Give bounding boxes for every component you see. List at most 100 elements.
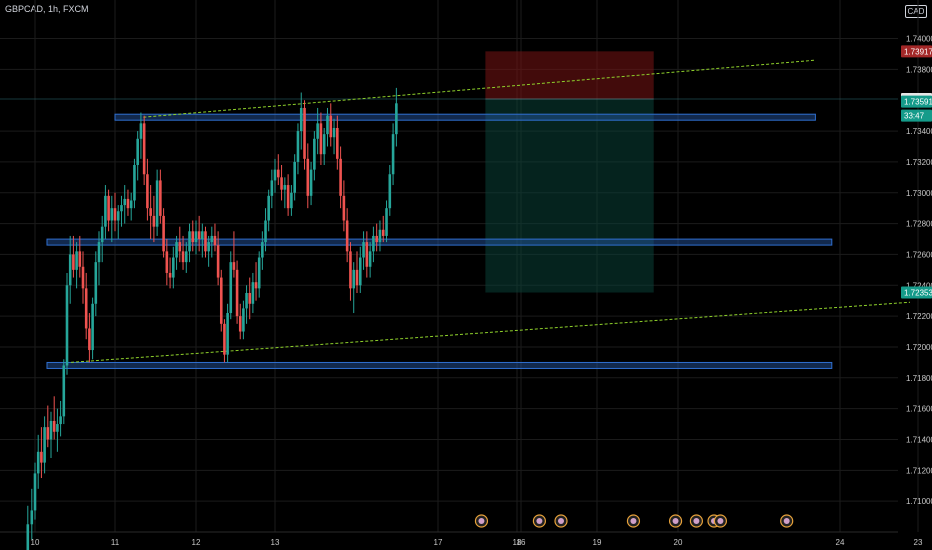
time-tick-label: 19 [593,538,602,547]
candle-body [78,251,82,267]
channel-lines[interactable] [70,59,911,363]
candle-body [388,174,392,209]
candle-body [52,420,56,432]
price-label: 33:47 [904,112,925,121]
time-axis[interactable]: 10 11 12 13 16 17 18 19 20 23 24 [31,538,923,547]
candle-body [372,235,375,252]
economic-event-flag-icon [630,518,637,524]
channel-line[interactable] [70,301,911,363]
price-tick-label: 1.71600 [906,405,932,414]
candle-body [68,254,72,286]
candle-body [191,231,195,243]
candle-body [207,242,210,252]
candle-body [178,242,182,252]
time-tick-label: 20 [674,538,683,547]
candle-body [355,269,359,286]
candle-body [245,292,248,309]
candle-body [286,185,290,209]
candle-body [123,198,127,206]
candle-body [299,107,303,132]
candle-body [296,131,300,162]
price-axis[interactable]: 1.74000 1.73800 1.73400 1.73200 1.73000 1.728… [901,35,932,507]
time-tick-label: 17 [434,538,443,547]
candle-body [316,123,319,139]
event-markers[interactable] [474,514,794,528]
time-tick-label: 24 [836,538,845,547]
candle-body [326,115,329,135]
price-tick-label: 1.72600 [906,250,932,259]
candle-body [280,177,283,190]
candle-body [201,231,204,240]
candle-body [184,251,188,263]
candle-body [62,365,66,417]
candle-body [290,192,293,209]
candle-body [264,220,267,243]
candle-body [257,257,261,289]
candle-body [49,420,53,440]
candle-body [345,220,349,252]
candle-body [100,226,104,243]
candle-body [43,427,46,463]
candle-body [33,473,37,511]
candle-body [329,115,333,138]
candle-body [40,451,43,463]
candle-body [104,195,107,227]
candle-body [313,138,316,170]
time-tick-label: 18 [513,538,522,547]
candle-body [339,158,342,196]
candle-body [232,262,236,270]
sr-zone[interactable] [46,238,833,246]
price-label: 1.73591 [904,98,932,107]
candle-body [146,174,149,209]
candle-body [162,215,165,252]
candle-body [283,185,287,190]
candle-body [75,251,78,270]
candle-body [165,251,169,273]
candle-body [129,200,133,209]
candle-body [175,242,178,258]
price-label-bg [901,286,932,299]
candle-body [242,308,245,332]
candle-body [336,127,339,159]
time-tick-label: 10 [31,538,40,547]
price-tick-label: 1.73200 [906,158,932,167]
currency-badge[interactable]: CAD [905,5,927,18]
time-tick-label: 12 [192,538,201,547]
candles [26,87,398,550]
candle-body [172,257,175,278]
sr-zone[interactable] [114,113,816,121]
sr-zone[interactable] [46,361,833,369]
candle-body [197,231,201,240]
price-tick-label: 1.71000 [906,497,932,506]
candle-body [30,510,34,525]
take-profit-zone[interactable] [485,98,654,293]
channel-line[interactable] [143,59,816,118]
candle-body [97,242,101,263]
candle-body [342,195,346,221]
candle-body [188,231,191,252]
economic-event-flag-icon [693,518,700,524]
candle-body [56,424,59,432]
candle-body [349,251,352,289]
candle-body [59,416,62,425]
candle-body [36,451,40,474]
candle-body [293,161,296,193]
candle-body [267,195,270,221]
price-label: 1.73917 [904,47,932,56]
economic-event-flag-icon [478,518,485,524]
candle-body [136,138,139,165]
candle-body [116,211,120,221]
candle-body [303,107,306,159]
candle-body [72,254,75,270]
support-resistance-zones[interactable] [46,113,833,369]
candle-body [194,231,198,243]
candle-body [385,208,388,236]
time-tick-label: 13 [271,538,280,547]
short-position-tool[interactable] [0,51,898,293]
stop-loss-zone[interactable] [485,51,654,99]
candle-body [139,123,143,139]
candle-body [378,229,382,243]
candle-body [88,328,91,351]
candle-body [270,180,274,196]
